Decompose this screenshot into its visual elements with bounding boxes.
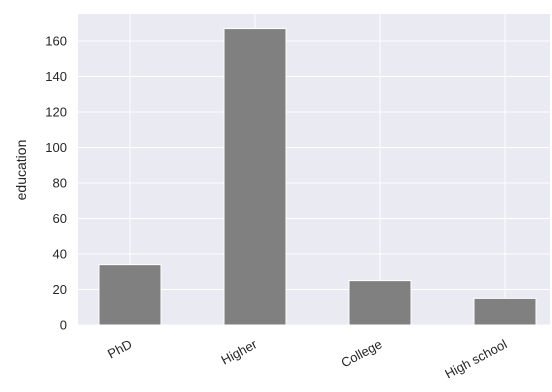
x-tick-label: College [338, 336, 384, 370]
x-tick-label: PhD [105, 336, 134, 361]
y-tick-label: 140 [45, 69, 67, 84]
y-tick-label: 0 [60, 318, 67, 333]
bar-high-school [473, 297, 537, 326]
y-tick-label: 20 [53, 282, 67, 297]
y-tick-label: 80 [53, 176, 67, 191]
y-tick-label: 100 [45, 140, 67, 155]
y-tick-labels: 0 20 40 60 80 100 120 140 160 [45, 34, 67, 333]
y-tick-label: 40 [53, 247, 67, 262]
bar-higher [223, 28, 287, 326]
y-tick-label: 120 [45, 105, 67, 120]
bars [98, 28, 537, 326]
y-tick-label: 160 [45, 34, 67, 49]
y-axis-label: education [13, 140, 29, 201]
x-tick-label: High school [442, 336, 509, 381]
x-tick-label: Higher [219, 336, 260, 368]
x-tick-labels: PhD Higher College High school [105, 336, 509, 381]
y-tick-label: 60 [53, 211, 67, 226]
bar-college [348, 280, 412, 326]
bar-phd [98, 264, 162, 326]
